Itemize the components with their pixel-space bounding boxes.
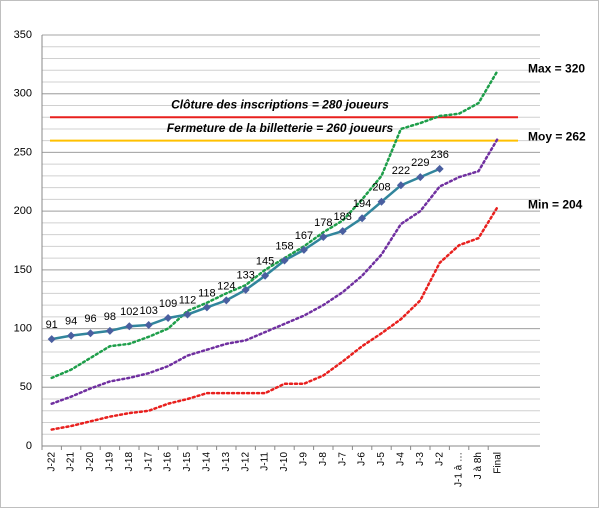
data-label: 96 [84,313,96,325]
series-label: Moy = 262 [528,130,586,144]
x-tick-label: J-11 [260,452,271,471]
marker [222,296,231,305]
x-tick-label: J-1 à … [454,452,465,487]
x-tick-label: J-6 [357,452,368,466]
data-label: 167 [295,230,313,242]
data-label: 98 [104,311,116,323]
marker [183,310,192,319]
marker [358,214,367,223]
series-line [50,68,500,380]
data-label: 118 [198,287,216,299]
data-label: 91 [46,319,58,331]
data-label: 194 [353,198,371,210]
x-tick-label: J-12 [240,452,251,472]
marker [67,331,76,340]
y-tick-label: 50 [20,381,32,393]
marker [241,285,250,294]
marker [416,173,425,182]
y-tick-label: 0 [26,440,32,452]
x-tick-label: J-20 [85,452,96,472]
data-label: 183 [334,211,352,223]
reference-label: Clôture des inscriptions = 280 joueurs [171,97,389,111]
marker [377,197,386,206]
reference-label: Fermeture de la billetterie = 260 joueur… [167,121,394,135]
marker [47,335,56,344]
data-label: 124 [217,280,235,292]
x-tick-label: J-4 [396,452,407,466]
series-line [50,205,500,431]
marker [164,314,173,323]
y-tick-label: 150 [14,264,32,276]
marker [319,232,328,241]
marker [396,181,405,190]
x-tick-label: J-22 [46,452,57,472]
marker [202,303,211,312]
x-tick-label: J-15 [182,452,193,472]
x-tick-label: J-2 [434,452,445,466]
x-tick-label: J-3 [415,452,426,466]
x-tick-label: J-16 [163,452,174,472]
series-line [50,137,500,405]
x-tick-label: J-8 [318,452,329,466]
marker [86,329,95,338]
data-label: 102 [120,306,138,318]
data-label: 208 [372,182,390,194]
x-tick-label: J-17 [143,452,154,472]
x-tick-label: J-9 [299,452,310,466]
marker [144,321,153,330]
x-tick-label: J-18 [124,452,135,472]
data-label: 109 [159,298,177,310]
y-tick-label: 350 [14,29,32,41]
marker [261,271,270,280]
marker [435,164,444,173]
marker [338,227,347,236]
x-tick-label: Final [493,452,504,474]
data-label: 112 [179,294,197,306]
x-tick-label: J-7 [337,452,348,466]
x-tick-label: J-5 [376,452,387,466]
data-label: 133 [237,270,255,282]
data-label: 94 [65,316,77,328]
x-tick-label: J-13 [221,452,232,472]
data-label: 158 [275,240,293,252]
marker [105,326,114,335]
y-tick-label: 200 [14,205,32,217]
data-label: 222 [392,165,410,177]
marker [125,322,134,331]
data-label: 145 [256,256,274,268]
marker [280,256,289,265]
y-tick-label: 250 [14,146,32,158]
data-label: 236 [431,149,449,161]
x-tick-label: J-14 [202,452,213,472]
x-tick-label: J à 8h [473,452,484,479]
data-label: 103 [140,305,158,317]
y-tick-label: 300 [14,88,32,100]
data-label: 229 [411,157,429,169]
y-tick-label: 100 [14,322,32,334]
marker [299,245,308,254]
x-tick-label: J-21 [66,452,77,472]
series-label: Max = 320 [528,61,585,75]
data-label: 178 [314,217,332,229]
x-tick-label: J-10 [279,452,290,472]
x-tick-label: J-19 [105,452,116,472]
series-label: Min = 204 [528,198,583,212]
